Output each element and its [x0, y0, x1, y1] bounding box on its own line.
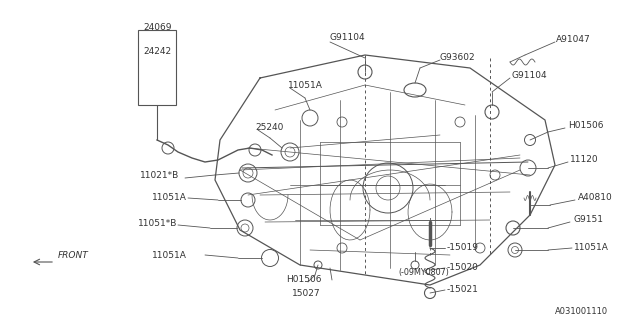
Text: (-09MY0807): (-09MY0807) [398, 268, 449, 276]
Text: 11051A: 11051A [574, 243, 609, 252]
Text: 11051A: 11051A [152, 194, 187, 203]
Text: A91047: A91047 [556, 36, 591, 44]
Text: 11051A: 11051A [152, 251, 187, 260]
Text: G91104: G91104 [330, 34, 365, 43]
Text: -15020: -15020 [447, 263, 479, 273]
Text: 11051A: 11051A [288, 82, 323, 91]
Text: -15021: -15021 [447, 285, 479, 294]
Bar [138, 30, 176, 105]
Text: -15019: -15019 [447, 244, 479, 252]
Text: H01506: H01506 [568, 121, 604, 130]
Text: G91104: G91104 [512, 70, 548, 79]
Text: 15027: 15027 [292, 289, 321, 298]
Text: G9151: G9151 [573, 215, 603, 225]
Text: 24069: 24069 [143, 22, 172, 31]
Text: A40810: A40810 [578, 194, 612, 203]
Text: 11120: 11120 [570, 156, 598, 164]
Text: 11021*B: 11021*B [140, 171, 179, 180]
Text: H01506: H01506 [286, 276, 321, 284]
Text: FRONT: FRONT [58, 251, 89, 260]
Text: G93602: G93602 [440, 52, 476, 61]
Text: 25240: 25240 [255, 124, 284, 132]
Text: 11051*B: 11051*B [138, 219, 177, 228]
Text: 24242: 24242 [143, 47, 171, 57]
Text: A031001110: A031001110 [555, 308, 608, 316]
